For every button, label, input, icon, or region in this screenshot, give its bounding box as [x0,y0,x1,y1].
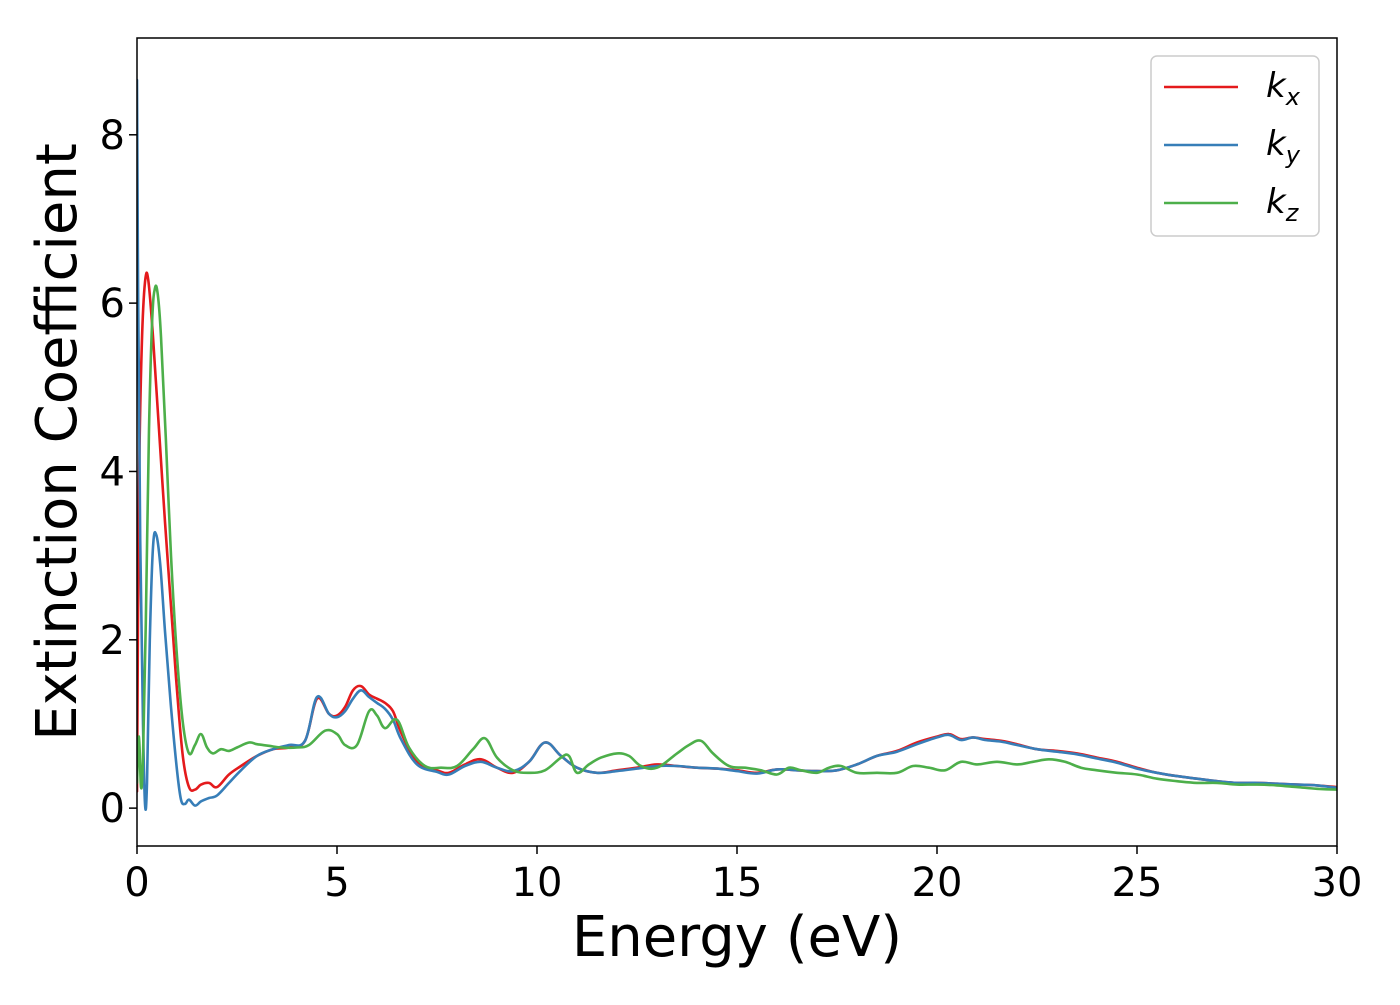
plot-area [137,38,1337,846]
x-tick-label: 0 [124,860,149,906]
series-line-ky [137,78,1337,811]
y-tick-label: 4 [100,449,125,495]
x-axis-label: Energy (eV) [572,905,902,970]
y-axis-label: Extinction Coefficient [25,143,90,741]
x-tick-label: 5 [324,860,349,906]
x-tick-label: 20 [912,860,963,906]
x-tick-label: 30 [1312,860,1363,906]
series-layer [137,78,1337,811]
x-tick-label: 25 [1112,860,1163,906]
y-tick-label: 0 [100,786,125,832]
x-tick-label: 15 [712,860,763,906]
y-tick-label: 6 [100,281,125,327]
y-tick-label: 8 [100,113,125,159]
y-axis: 0 2 4 6 8 [100,113,137,832]
y-tick-label: 2 [100,618,125,664]
x-axis: 0 5 10 15 20 25 30 [124,846,1362,906]
x-tick-label: 10 [512,860,563,906]
series-line-kz [137,284,1337,791]
